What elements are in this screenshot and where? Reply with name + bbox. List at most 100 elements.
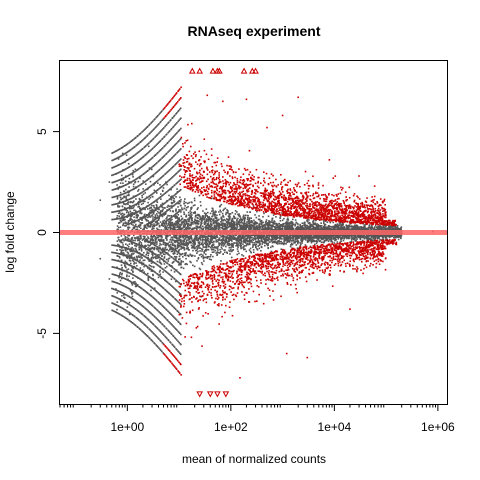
data-point xyxy=(122,252,125,254)
data-point xyxy=(241,236,244,239)
data-point xyxy=(149,311,151,314)
data-point xyxy=(271,237,274,240)
data-point xyxy=(146,265,148,268)
data-point xyxy=(162,174,165,177)
data-point xyxy=(285,222,287,225)
data-point xyxy=(120,259,123,262)
data-point xyxy=(154,136,156,138)
data-point xyxy=(177,181,179,183)
data-point xyxy=(128,238,130,241)
data-point xyxy=(148,142,150,144)
data-point xyxy=(120,283,122,286)
data-point xyxy=(227,226,230,228)
data-point xyxy=(198,244,201,247)
data-point xyxy=(269,246,272,249)
data-point xyxy=(157,276,160,279)
data-point xyxy=(284,236,286,238)
data-point xyxy=(192,223,194,225)
data-point xyxy=(138,248,141,251)
data-point xyxy=(312,221,314,224)
data-point xyxy=(141,304,143,307)
data-point xyxy=(160,266,162,269)
data-point xyxy=(175,236,178,239)
data-point xyxy=(168,130,171,132)
data-point xyxy=(142,263,145,266)
data-point xyxy=(164,297,166,300)
data-point xyxy=(145,299,147,301)
data-point xyxy=(112,159,114,161)
data-point xyxy=(132,273,134,276)
data-point xyxy=(134,179,136,181)
data-point xyxy=(197,244,199,247)
data-point xyxy=(178,301,180,304)
data-point xyxy=(172,334,174,337)
data-point xyxy=(166,206,169,208)
data-point xyxy=(178,352,181,354)
data-point xyxy=(207,240,209,242)
data-point xyxy=(146,251,149,253)
data-point xyxy=(121,174,123,177)
data-point xyxy=(363,237,366,240)
data-point xyxy=(134,239,136,242)
data-point xyxy=(157,160,160,163)
data-point xyxy=(185,241,188,244)
data-point xyxy=(238,213,240,215)
data-point xyxy=(253,224,255,227)
data-point xyxy=(151,121,153,123)
data-point xyxy=(111,273,114,275)
data-point xyxy=(164,316,166,319)
data-point xyxy=(140,183,142,186)
data-point xyxy=(147,278,150,281)
data-point xyxy=(158,188,160,190)
data-point xyxy=(179,159,181,161)
data-point xyxy=(121,216,123,219)
data-point xyxy=(270,236,273,238)
data-point xyxy=(126,151,128,154)
data-point xyxy=(133,281,135,283)
data-point xyxy=(146,179,148,181)
data-point xyxy=(117,149,120,151)
data-point xyxy=(225,236,227,238)
data-point xyxy=(173,317,176,319)
data-point xyxy=(135,300,137,302)
data-point xyxy=(298,237,300,239)
data-point xyxy=(163,250,166,253)
data-point xyxy=(171,116,174,119)
data-point xyxy=(124,316,126,319)
data-point xyxy=(147,258,150,261)
data-point xyxy=(121,215,123,218)
data-point xyxy=(150,140,152,143)
data-point xyxy=(174,143,177,145)
data-point xyxy=(222,245,225,247)
data-point xyxy=(212,209,214,212)
data-point xyxy=(264,238,267,241)
data-point xyxy=(171,276,174,279)
data-point xyxy=(141,208,143,211)
data-point xyxy=(369,237,372,240)
data-point xyxy=(178,202,181,205)
data-point xyxy=(256,222,259,225)
data-point xyxy=(342,228,344,230)
data-point xyxy=(229,250,231,253)
data-point xyxy=(153,219,155,221)
data-point xyxy=(237,213,239,216)
data-point xyxy=(179,313,182,316)
data-point xyxy=(149,224,152,227)
data-point xyxy=(300,239,302,242)
data-point xyxy=(119,253,121,255)
data-point xyxy=(202,254,204,256)
data-point xyxy=(161,189,164,192)
data-point xyxy=(256,248,258,250)
data-point xyxy=(352,225,355,228)
data-point xyxy=(125,301,127,304)
data-point xyxy=(227,215,230,218)
data-point xyxy=(282,225,285,228)
data-point xyxy=(156,115,158,118)
data-point xyxy=(356,238,358,240)
data-point xyxy=(121,261,123,263)
data-point xyxy=(127,278,129,281)
data-point xyxy=(125,254,127,256)
data-point xyxy=(134,209,136,212)
data-point xyxy=(127,201,130,203)
data-point xyxy=(168,189,170,191)
